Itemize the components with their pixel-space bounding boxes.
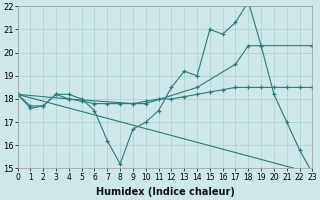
X-axis label: Humidex (Indice chaleur): Humidex (Indice chaleur) — [96, 187, 235, 197]
